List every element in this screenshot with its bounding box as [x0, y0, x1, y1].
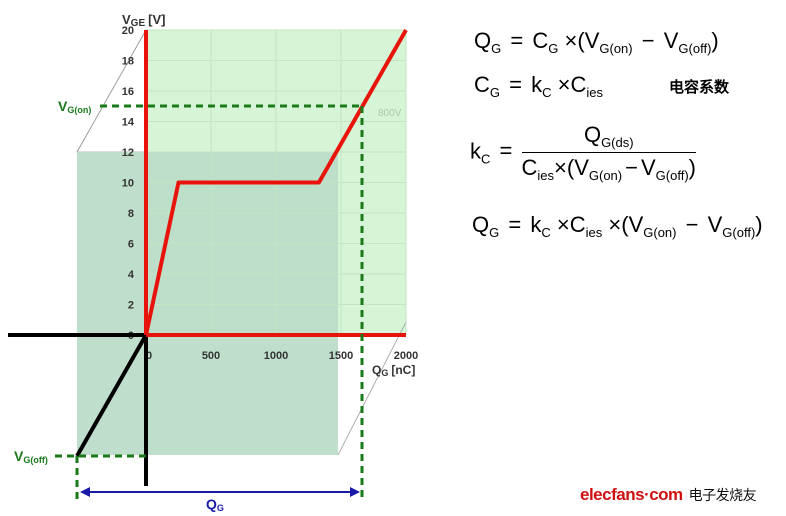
op: × [557, 72, 571, 97]
sym: Q [472, 212, 490, 237]
formula-qg-cg: QG = CG ×(VG(on) − VG(off)) [474, 28, 719, 56]
x-tick-label: 500 [202, 350, 220, 362]
y-tick-label: 6 [128, 239, 134, 251]
y-tick-label: 14 [122, 117, 135, 129]
op: × [554, 155, 567, 180]
sym: k [531, 72, 543, 97]
y-tick-label: 20 [122, 25, 134, 37]
sub: G(on) [643, 225, 677, 240]
y-tick-label: 12 [122, 147, 134, 159]
op: − [641, 28, 655, 53]
logo-text: elecfans·com [580, 485, 683, 504]
y-tick-label: 8 [128, 208, 134, 220]
arrow-head-right [350, 487, 360, 497]
sub: ies [537, 168, 555, 183]
sub: C [541, 225, 551, 240]
sym: Q [474, 28, 492, 53]
dark-green-region [77, 152, 338, 455]
sym: V [663, 28, 679, 53]
black-turnoff-line [75, 334, 148, 457]
sub: G(off) [678, 41, 712, 56]
sym: C [532, 28, 549, 53]
sub: G [491, 41, 502, 56]
op: = [510, 28, 524, 53]
paren: ( [566, 155, 575, 180]
sub: ies [585, 225, 603, 240]
op: = [499, 138, 513, 164]
capacitance-coefficient-note: 电容系数 [669, 78, 730, 96]
sym: V [574, 155, 589, 180]
qg-span-label: QG [206, 496, 224, 513]
sym: Q [583, 122, 602, 147]
formula-qg-full: QG = kC ×Cies ×(VG(on) − VG(off)) [472, 212, 763, 240]
annotation-800v: 800V [378, 108, 402, 119]
sym: C [474, 72, 490, 97]
paren: ( [577, 28, 585, 53]
sym: C [570, 72, 587, 97]
sym: V [584, 28, 600, 53]
y-tick-label: 4 [128, 269, 135, 281]
y-axis-label: VGE [V] [122, 12, 165, 29]
paren: ( [621, 212, 629, 237]
x-tick-label: 1000 [264, 350, 288, 362]
fraction: QG(ds) Cies×(VG(on) − VG(off)) [521, 122, 697, 183]
formula-cg-kc: CG = kC ×Cies [474, 72, 603, 100]
op: − [685, 212, 699, 237]
paren: ) [688, 155, 696, 180]
sub: G(on) [588, 168, 623, 183]
x-tick-label: 2000 [394, 350, 418, 362]
sym: C [569, 212, 586, 237]
sym: k [530, 212, 542, 237]
op: − [625, 155, 638, 180]
arrow-head-left [80, 487, 90, 497]
paren: ) [711, 28, 719, 53]
y-tick-label: 2 [128, 300, 134, 312]
sub: G(ds) [601, 135, 634, 150]
back-plane-right-edge [337, 321, 407, 456]
paren: ) [755, 212, 763, 237]
formula-kc: kC = QG(ds) Cies×(VG(on) − VG(off)) [470, 122, 696, 183]
sub: C [481, 151, 491, 167]
numerator: QG(ds) [521, 122, 696, 153]
sub: ies [586, 85, 604, 100]
sub: G [489, 225, 500, 240]
sym: V [707, 212, 723, 237]
logo-cn: 电子发烧友 [688, 488, 757, 504]
y-tick-label: 18 [122, 56, 134, 68]
y-tick-label: 16 [122, 86, 134, 98]
sym: V [628, 212, 644, 237]
op: × [608, 212, 622, 237]
x-tick-label: 0 [146, 350, 152, 362]
vg-off-label: VG(off) [14, 448, 48, 465]
op: × [564, 28, 578, 53]
sub: C [542, 85, 552, 100]
vg-on-label: VG(on) [58, 98, 91, 115]
back-plane-left-edge [76, 29, 147, 153]
x-tick-label: 1500 [329, 350, 353, 362]
y-tick-label: 10 [122, 178, 134, 190]
elecfans-watermark: elecfans·com 电子发烧友 [580, 485, 757, 505]
sym: C [521, 155, 538, 180]
op: × [556, 212, 570, 237]
denominator: Cies×(VG(on) − VG(off)) [522, 153, 697, 183]
op: = [508, 212, 522, 237]
sym: V [640, 155, 656, 180]
x-axis-label: QG [nC] [372, 363, 415, 378]
sub: G [489, 85, 501, 100]
sym: k [470, 138, 481, 164]
sub: G(on) [599, 41, 633, 56]
sub: G(off) [655, 168, 689, 183]
sub: G [548, 41, 559, 56]
sub: G(off) [722, 225, 756, 240]
op: = [509, 72, 522, 97]
